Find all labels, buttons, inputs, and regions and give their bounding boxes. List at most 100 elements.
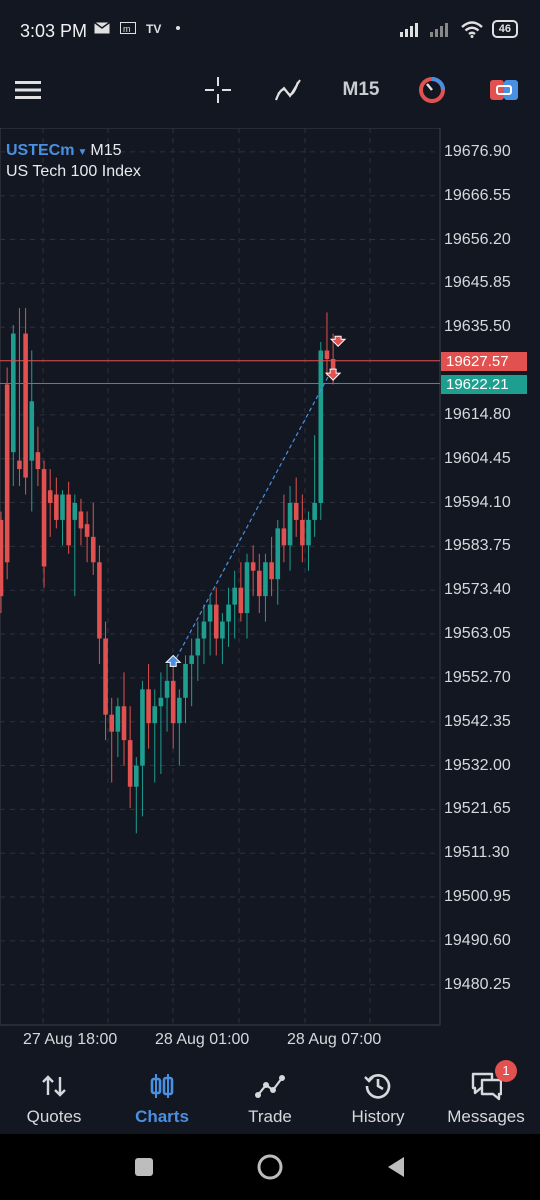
price-chart[interactable] — [0, 128, 540, 1060]
nav-trade[interactable]: Trade — [216, 1062, 324, 1134]
candle-body — [23, 333, 28, 478]
candle-body — [213, 604, 219, 639]
wifi-icon — [460, 21, 483, 38]
bottom-navigation: Quotes Charts Trade History 1 Messages — [0, 1060, 540, 1134]
price-tick-label: 19521.65 — [444, 800, 511, 818]
candle-body — [306, 519, 311, 546]
candle-body — [189, 655, 194, 664]
price-tick-label: 19542.35 — [444, 712, 511, 730]
recents-button[interactable] — [129, 1152, 159, 1182]
candle-body — [47, 490, 53, 503]
candle-body — [220, 621, 225, 639]
nav-messages[interactable]: 1 Messages — [432, 1060, 540, 1134]
candle-body — [238, 587, 244, 614]
bid-price-tag: 19622.21 — [441, 374, 527, 394]
plot-frame — [0, 128, 441, 1026]
nav-quotes-label: Quotes — [26, 1107, 82, 1126]
indicators-icon — [274, 79, 301, 101]
price-tick-label: 19573.40 — [444, 581, 511, 599]
recents-icon — [135, 1158, 153, 1176]
candle-body — [140, 689, 145, 766]
candle-body — [152, 706, 158, 724]
one-click-icon — [419, 77, 445, 103]
symbol-header[interactable]: USTECm ▼ M15 — [6, 142, 121, 160]
price-tick-label: 19552.70 — [444, 668, 511, 686]
candle-body — [318, 350, 324, 503]
price-tick-label: 19666.55 — [444, 186, 511, 204]
price-tick-label: 19480.25 — [444, 975, 511, 993]
price-tick-label: 19635.50 — [444, 318, 511, 336]
back-button[interactable] — [381, 1152, 411, 1182]
candle-body — [324, 350, 330, 359]
notification-icons: m TV — [94, 22, 182, 34]
candle-body — [263, 562, 268, 597]
nav-charts[interactable]: Charts — [108, 1062, 216, 1134]
nav-quotes[interactable]: Quotes — [0, 1062, 108, 1134]
price-tick-label: 19594.10 — [444, 493, 511, 511]
candle-body — [158, 697, 164, 707]
price-tick-label: 19676.90 — [444, 142, 511, 160]
time-tick-label: 27 Aug 18:00 — [23, 1031, 118, 1048]
price-tick-label: 19656.20 — [444, 230, 511, 248]
signal-icon — [399, 23, 418, 37]
candle-body — [275, 528, 281, 580]
tiktok-icon: TV — [146, 22, 161, 34]
chart-toolbar: M15 — [0, 62, 540, 118]
status-bar: 3:03 PM m TV 46 — [0, 0, 540, 62]
buy-arrow-icon — [164, 654, 182, 667]
price-tick-label: 19511.30 — [444, 844, 510, 862]
quotes-icon — [38, 1070, 70, 1102]
more-notifications-icon — [176, 26, 180, 30]
symbol-dropdown-icon[interactable]: ▼ — [77, 147, 88, 158]
candle-body — [127, 740, 133, 787]
hamburger-icon — [15, 81, 41, 99]
candle-body — [41, 469, 47, 567]
status-time: 3:03 PM — [20, 21, 88, 41]
crosshair-button[interactable] — [200, 72, 236, 108]
candle-body — [207, 604, 213, 622]
charts-icon — [146, 1070, 178, 1102]
indicators-button[interactable] — [272, 72, 306, 108]
one-click-trading-button[interactable] — [414, 72, 450, 108]
candle-body — [54, 494, 59, 520]
trade-icon — [254, 1070, 286, 1102]
messages-badge: 1 — [495, 1060, 517, 1082]
candle-body — [226, 604, 231, 622]
time-tick-label: 28 Aug 01:00 — [155, 1031, 250, 1048]
mail-icon — [94, 22, 110, 34]
candle-body — [300, 519, 305, 546]
system-navigation-bar — [0, 1134, 540, 1200]
nav-history-label: History — [351, 1107, 405, 1126]
svg-text:m: m — [123, 24, 131, 34]
trade-panel-icon — [490, 80, 518, 100]
nav-history[interactable]: History — [324, 1062, 432, 1134]
price-tick-label: 19645.85 — [444, 274, 511, 292]
candle-body — [84, 524, 90, 537]
symbol-name[interactable]: USTECm — [6, 142, 75, 159]
candle-body — [250, 562, 256, 571]
candle-body — [195, 638, 201, 656]
price-tick-label: 19490.60 — [444, 931, 511, 949]
candle-body — [244, 562, 250, 614]
messages-icon — [470, 1070, 502, 1102]
nav-trade-label: Trade — [248, 1107, 292, 1126]
candle-body — [201, 621, 207, 639]
price-tick-label: 19563.05 — [444, 625, 511, 643]
candle-body — [177, 697, 182, 724]
candle-body — [109, 714, 114, 732]
candle-body — [257, 570, 262, 597]
price-tick-label: 19500.95 — [444, 888, 511, 906]
timeframe-button[interactable]: M15 — [338, 72, 384, 108]
menu-button[interactable] — [12, 72, 44, 108]
chart-area[interactable]: USTECm ▼ M15 US Tech 100 Index 19676.90 196… — [0, 128, 540, 1060]
candle-body — [60, 494, 65, 520]
candle-body — [4, 384, 10, 563]
nav-messages-label: Messages — [447, 1107, 525, 1126]
trade-panel-button[interactable] — [486, 72, 522, 108]
candle-body — [146, 689, 151, 724]
home-button[interactable] — [255, 1152, 285, 1182]
home-icon — [257, 1154, 283, 1180]
history-icon — [362, 1070, 394, 1102]
candle-body — [72, 502, 78, 520]
candle-body — [78, 511, 84, 529]
